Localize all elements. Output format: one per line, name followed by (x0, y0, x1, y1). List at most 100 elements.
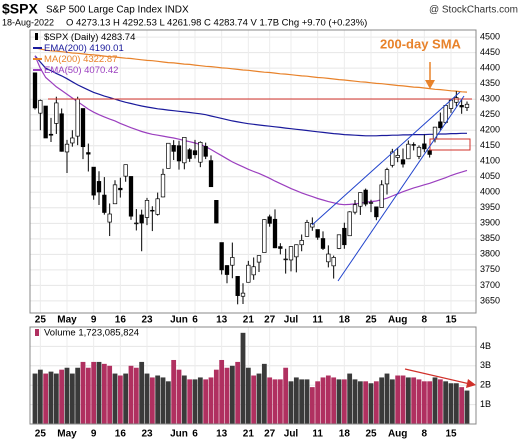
candle-body (203, 146, 208, 157)
volume-bar (325, 375, 331, 424)
y-tick-label: 4B (480, 341, 491, 351)
support-box (429, 138, 471, 151)
annotation: 200-day SMA (380, 36, 462, 51)
candle-body (427, 150, 432, 155)
volume-bar (213, 369, 219, 424)
volume-bar (144, 373, 150, 424)
candle-body (422, 143, 427, 150)
date: 18-Aug-2022 (2, 17, 54, 27)
candle-body (326, 253, 331, 263)
index-name: S&P 500 Large Cap Index INDX (46, 5, 189, 16)
volume-bar (85, 367, 91, 424)
x-tick-label: 16 (115, 429, 127, 440)
candle-body (358, 192, 363, 207)
volume-bar (421, 381, 427, 424)
volume-bar (373, 381, 379, 424)
candle-body (43, 105, 48, 139)
candle-body (86, 152, 91, 155)
legend-entry: EMA(50) 4070.42 (44, 65, 118, 76)
volume-bar (309, 387, 315, 424)
volume-bar (267, 377, 273, 424)
candle-body (38, 100, 43, 114)
volume-bar (53, 373, 59, 424)
x-tick-label: 25 (35, 315, 47, 326)
volume-bar (336, 379, 342, 424)
candle-body (384, 169, 390, 185)
volume-bar (368, 383, 374, 424)
x-tick-label: 15 (445, 315, 457, 326)
volume-bar (139, 361, 145, 424)
candle-body (390, 151, 395, 166)
candle-body (235, 276, 240, 296)
x-tick-label: Aug (388, 429, 407, 440)
candle-body (64, 143, 70, 153)
volume-bar (203, 379, 209, 424)
volume-bar (389, 379, 395, 424)
volume-bar (453, 383, 459, 424)
candle-body (267, 216, 272, 224)
volume-bar (117, 375, 123, 424)
volume-bar (437, 379, 443, 424)
volume-bar (69, 373, 75, 424)
volume-bar (288, 381, 294, 424)
volume-bar (160, 377, 166, 424)
trendline (337, 95, 465, 282)
volume-bar (229, 365, 235, 424)
x-tick-label: 25 (35, 429, 47, 440)
legend-name: MA(200) (44, 54, 80, 65)
legend-entry: MA(200) 4322.87 (44, 54, 117, 65)
legend-value: 4190.01 (89, 43, 123, 54)
candle-body (374, 206, 379, 218)
volume-bar (128, 365, 134, 424)
volume-bar (224, 367, 230, 424)
volume-bar (459, 387, 465, 424)
candle-body (123, 164, 128, 177)
candle-body (80, 108, 86, 148)
candle-body (278, 246, 283, 249)
x-tick-label: 8 (422, 315, 428, 326)
x-tick-label: 27 (264, 315, 276, 326)
x-tick-label: Jul (284, 429, 299, 440)
candle-body (102, 194, 107, 213)
candle-body (294, 244, 299, 258)
candle-body (219, 242, 224, 271)
candle-body (336, 234, 342, 249)
volume-bar (448, 383, 454, 424)
y-tick-label: 4350 (480, 78, 500, 88)
legend-candle-icon (35, 33, 38, 40)
candle-body (443, 105, 448, 123)
volume-bar (101, 363, 107, 424)
candle-body (134, 222, 139, 225)
volume-bar (395, 375, 401, 424)
x-tick-label: May (57, 429, 77, 440)
candle-body (230, 257, 235, 266)
x-tick-label: 16 (115, 315, 127, 326)
volume-bar (187, 379, 193, 424)
legend-name: $SPX (Daily) (44, 32, 98, 43)
y-tick-label: 4000 (480, 187, 500, 197)
candle-body (214, 200, 219, 224)
volume-bar (304, 379, 310, 424)
candle-body (139, 214, 144, 224)
x-tick-label: 27 (264, 429, 276, 440)
x-tick-label: 6 (192, 315, 198, 326)
trendline (311, 91, 461, 226)
y-tick-label: 4500 (480, 32, 500, 42)
candle-body (171, 145, 176, 152)
x-tick-label: 23 (141, 315, 153, 326)
candle-body (400, 159, 406, 165)
volume-bar (416, 379, 422, 424)
candle-body (288, 246, 294, 261)
x-tick-label: 21 (243, 315, 255, 326)
candle-body (416, 146, 422, 157)
candle-body (315, 229, 320, 238)
candle-body (459, 105, 464, 108)
volume-trend-arrow (404, 368, 471, 385)
volume-bar (165, 381, 171, 424)
volume-bar (59, 369, 65, 424)
volume-bar (341, 379, 347, 424)
volume-bar (293, 377, 299, 424)
y-tick-label: 3700 (480, 280, 500, 290)
candle-body (150, 209, 155, 212)
volume-bar (272, 379, 278, 424)
